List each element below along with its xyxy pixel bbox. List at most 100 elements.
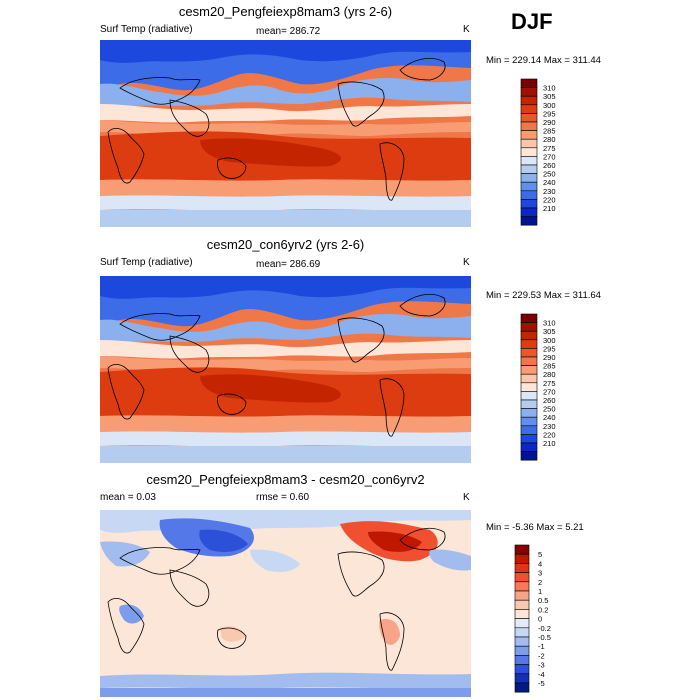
colorbar-tick-label: 295 bbox=[543, 109, 556, 118]
colorbar-box bbox=[520, 190, 538, 200]
colorbar-tick-label: 0.5 bbox=[538, 596, 548, 605]
colorbar-tick-label: 250 bbox=[543, 405, 556, 414]
colorbar-box bbox=[520, 216, 538, 226]
colorbar-tick-label: 4 bbox=[538, 559, 542, 568]
colorbar-box bbox=[520, 164, 538, 174]
colorbar-box bbox=[514, 590, 530, 601]
colorbar-box bbox=[520, 173, 538, 183]
panel-1-variable-label: Surf Temp (radiative) bbox=[100, 24, 193, 35]
colorbar-box bbox=[514, 673, 530, 684]
colorbar-tick-label: 310 bbox=[543, 319, 556, 328]
colorbar-box bbox=[520, 104, 538, 114]
colorbar-box bbox=[520, 147, 538, 157]
colorbar-box bbox=[520, 130, 538, 140]
colorbar-box bbox=[520, 199, 538, 209]
colorbar-box bbox=[520, 416, 538, 427]
panel-1-title: cesm20_Pengfeiexp8mam3 (yrs 2-6) bbox=[178, 4, 393, 19]
colorbar-tick-label: 290 bbox=[543, 353, 556, 362]
colorbar-box bbox=[520, 382, 538, 392]
panel-2-units: K bbox=[463, 257, 470, 268]
colorbar-tick-label: 2 bbox=[538, 578, 542, 587]
colorbar-box bbox=[520, 95, 538, 106]
panel-1-units: K bbox=[463, 24, 470, 35]
colorbar-box bbox=[520, 313, 538, 323]
colorbar-tick-label: 270 bbox=[543, 387, 556, 396]
colorbar-box bbox=[514, 609, 530, 619]
colorbar-tick-label: 5 bbox=[538, 550, 542, 559]
colorbar-tick-label: 305 bbox=[543, 92, 556, 101]
colorbar-box bbox=[520, 408, 538, 418]
colorbar-box bbox=[520, 365, 538, 375]
panel-1-minmax: Min = 229.14 Max = 311.44 bbox=[486, 55, 601, 66]
panel-1-colorbar: 3103053002952902852802752702602502402302… bbox=[520, 78, 556, 226]
colorbar-tick-label: 250 bbox=[543, 170, 556, 179]
colorbar-box bbox=[520, 451, 538, 461]
panel-3-mean-label: mean = 0.03 bbox=[100, 492, 156, 503]
colorbar-tick-label: 300 bbox=[543, 101, 556, 110]
colorbar-tick-label: -3 bbox=[538, 661, 545, 670]
colorbar-tick-label: 305 bbox=[543, 327, 556, 336]
colorbar-box bbox=[520, 356, 538, 366]
colorbar-tick-label: 280 bbox=[543, 370, 556, 379]
colorbar-tick-label: 300 bbox=[543, 336, 556, 345]
colorbar-tick-label: -1 bbox=[538, 642, 545, 651]
colorbar-tick-label: 310 bbox=[543, 84, 556, 93]
colorbar-box bbox=[514, 553, 530, 564]
colorbar-tick-label: 260 bbox=[543, 396, 556, 405]
colorbar-box bbox=[514, 664, 530, 675]
colorbar-box bbox=[514, 572, 530, 583]
colorbar-box bbox=[520, 207, 538, 217]
colorbar-tick-label: 240 bbox=[543, 178, 556, 187]
colorbar-box bbox=[520, 330, 538, 341]
colorbar-tick-label: 3 bbox=[538, 569, 542, 578]
colorbar-box bbox=[520, 425, 538, 435]
panel-2-variable-label: Surf Temp (radiative) bbox=[100, 257, 193, 268]
colorbar-box bbox=[520, 138, 538, 149]
colorbar-box bbox=[520, 78, 538, 88]
colorbar-box bbox=[514, 627, 530, 638]
colorbar-box bbox=[520, 348, 538, 358]
colorbar-tick-label: 1 bbox=[538, 587, 542, 596]
colorbar-tick-label: 270 bbox=[543, 152, 556, 161]
season-label: DJF bbox=[511, 9, 553, 34]
panel-3-rmse-label: rmse = 0.60 bbox=[256, 492, 310, 503]
colorbar-tick-label: 275 bbox=[543, 379, 556, 388]
colorbar-box bbox=[520, 181, 538, 192]
colorbar-tick-label: 285 bbox=[543, 362, 556, 371]
colorbar-tick-label: 0 bbox=[538, 615, 542, 624]
colorbar-tick-label: 295 bbox=[543, 344, 556, 353]
panel-3-map bbox=[100, 510, 471, 697]
colorbar-tick-label: 290 bbox=[543, 118, 556, 127]
colorbar-box bbox=[514, 655, 530, 665]
colorbar-box bbox=[514, 563, 530, 573]
colorbar-tick-label: 210 bbox=[543, 439, 556, 448]
colorbar-tick-label: -4 bbox=[538, 670, 545, 679]
colorbar-tick-label: 220 bbox=[543, 195, 556, 204]
colorbar-tick-label: 210 bbox=[543, 204, 556, 213]
colorbar-box bbox=[514, 544, 530, 555]
colorbar-box bbox=[520, 373, 538, 384]
colorbar-tick-label: 240 bbox=[543, 413, 556, 422]
colorbar-box bbox=[520, 322, 538, 332]
colorbar-box bbox=[520, 113, 538, 123]
colorbar-box bbox=[520, 442, 538, 452]
panel-1-map bbox=[100, 40, 471, 227]
panel-3-minmax: Min = -5.36 Max = 5.21 bbox=[486, 522, 584, 533]
panel-2-minmax: Min = 229.53 Max = 311.64 bbox=[486, 290, 601, 301]
colorbar-box bbox=[514, 581, 530, 592]
colorbar-tick-label: -2 bbox=[538, 651, 545, 660]
colorbar-tick-label: 0.2 bbox=[538, 605, 548, 614]
colorbar-box bbox=[514, 682, 530, 693]
colorbar-tick-label: 275 bbox=[543, 144, 556, 153]
colorbar-box bbox=[514, 636, 530, 647]
panel-3-units: K bbox=[463, 492, 470, 503]
colorbar-box bbox=[520, 121, 538, 131]
colorbar-tick-label: 230 bbox=[543, 422, 556, 431]
panel-2-title: cesm20_con6yrv2 (yrs 2-6) bbox=[206, 237, 365, 252]
colorbar-tick-label: -0.2 bbox=[538, 624, 551, 633]
panel-2-map bbox=[100, 276, 471, 463]
colorbar-tick-label: -0.5 bbox=[538, 633, 551, 642]
panel-3-title: cesm20_Pengfeiexp8mam3 - cesm20_con6yrv2 bbox=[146, 472, 425, 487]
